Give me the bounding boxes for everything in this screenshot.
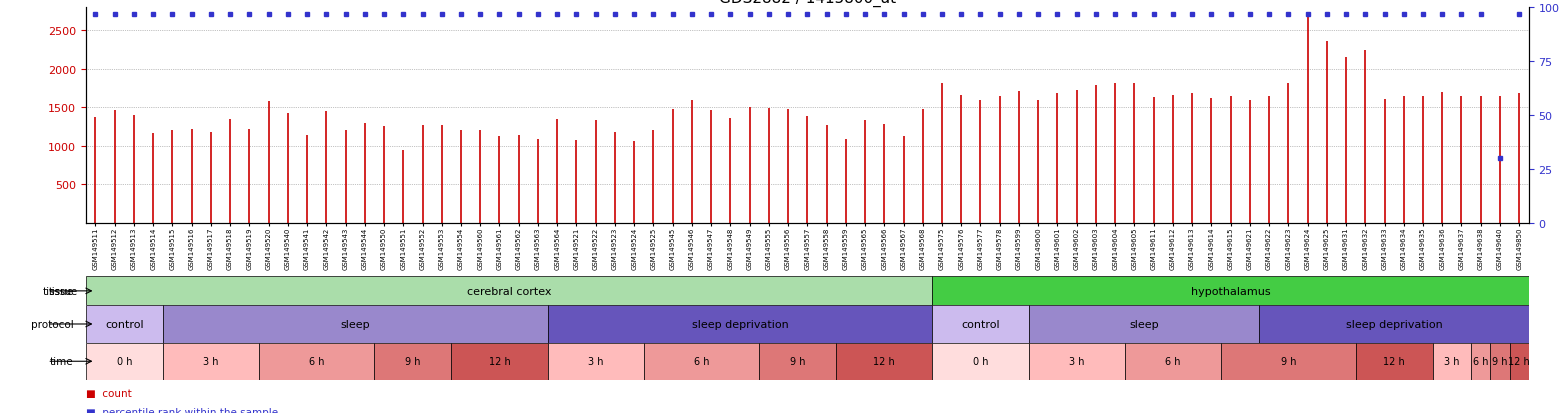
- Text: 9 h: 9 h: [1281, 356, 1296, 366]
- Text: 6 h: 6 h: [694, 356, 710, 366]
- Text: 12 h: 12 h: [1384, 356, 1406, 366]
- Text: control: control: [961, 319, 1000, 329]
- Bar: [1259, 306, 1529, 343]
- Text: 3 h: 3 h: [203, 356, 218, 366]
- Text: 12 h: 12 h: [488, 356, 510, 366]
- Bar: [162, 306, 548, 343]
- Text: tissue: tissue: [42, 286, 73, 296]
- Text: ■  percentile rank within the sample: ■ percentile rank within the sample: [86, 407, 278, 413]
- Text: 3 h: 3 h: [588, 356, 604, 366]
- Bar: [259, 343, 374, 380]
- Bar: [86, 306, 162, 343]
- Bar: [1028, 343, 1125, 380]
- Text: 6 h: 6 h: [1165, 356, 1181, 366]
- Bar: [644, 343, 760, 380]
- Title: GDS2882 / 1415800_at: GDS2882 / 1415800_at: [719, 0, 895, 7]
- Text: 12 h: 12 h: [1509, 356, 1530, 366]
- Bar: [451, 343, 548, 380]
- Bar: [1510, 343, 1529, 380]
- Text: 6 h: 6 h: [309, 356, 324, 366]
- Text: 9 h: 9 h: [406, 356, 421, 366]
- Text: 9 h: 9 h: [789, 356, 805, 366]
- Bar: [1356, 343, 1432, 380]
- Text: tissue: tissue: [48, 286, 78, 296]
- Text: 12 h: 12 h: [874, 356, 895, 366]
- Text: protocol: protocol: [31, 319, 73, 329]
- Bar: [1471, 343, 1490, 380]
- Bar: [1432, 343, 1471, 380]
- Bar: [374, 343, 451, 380]
- Text: hypothalamus: hypothalamus: [1190, 286, 1270, 296]
- Text: 3 h: 3 h: [1445, 356, 1460, 366]
- Text: control: control: [105, 319, 144, 329]
- Bar: [162, 343, 259, 380]
- Bar: [548, 343, 644, 380]
- Bar: [1125, 343, 1221, 380]
- Text: sleep deprivation: sleep deprivation: [691, 319, 788, 329]
- Bar: [933, 343, 1028, 380]
- Bar: [1221, 343, 1356, 380]
- Bar: [86, 343, 162, 380]
- Bar: [933, 277, 1529, 306]
- Text: 3 h: 3 h: [1069, 356, 1084, 366]
- Bar: [760, 343, 836, 380]
- Text: sleep: sleep: [340, 319, 370, 329]
- Bar: [1028, 306, 1259, 343]
- Bar: [548, 306, 933, 343]
- Text: ■  count: ■ count: [86, 388, 131, 398]
- Bar: [836, 343, 933, 380]
- Text: 0 h: 0 h: [117, 356, 133, 366]
- Bar: [86, 277, 933, 306]
- Text: time: time: [50, 356, 73, 366]
- Text: cerebral cortex: cerebral cortex: [466, 286, 551, 296]
- Text: sleep: sleep: [1129, 319, 1159, 329]
- Text: 9 h: 9 h: [1493, 356, 1507, 366]
- Text: 6 h: 6 h: [1473, 356, 1488, 366]
- Text: 0 h: 0 h: [973, 356, 987, 366]
- Bar: [1490, 343, 1510, 380]
- Text: sleep deprivation: sleep deprivation: [1346, 319, 1443, 329]
- Bar: [933, 306, 1028, 343]
